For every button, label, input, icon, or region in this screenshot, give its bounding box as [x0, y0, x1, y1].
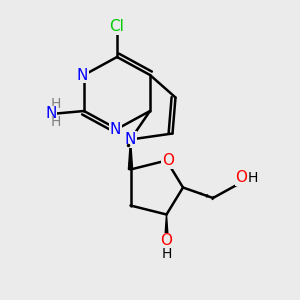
Text: H: H	[162, 247, 172, 260]
Text: O: O	[160, 233, 172, 248]
Text: N: N	[77, 68, 88, 82]
Text: H: H	[50, 98, 61, 111]
Text: N: N	[110, 122, 121, 136]
Text: O: O	[236, 170, 247, 185]
Text: N: N	[45, 106, 57, 122]
Text: O: O	[162, 153, 174, 168]
Text: Cl: Cl	[110, 19, 124, 34]
Text: N: N	[125, 132, 136, 147]
Text: H: H	[50, 116, 61, 129]
Polygon shape	[164, 214, 169, 244]
Text: H: H	[248, 171, 258, 185]
Polygon shape	[128, 140, 133, 169]
